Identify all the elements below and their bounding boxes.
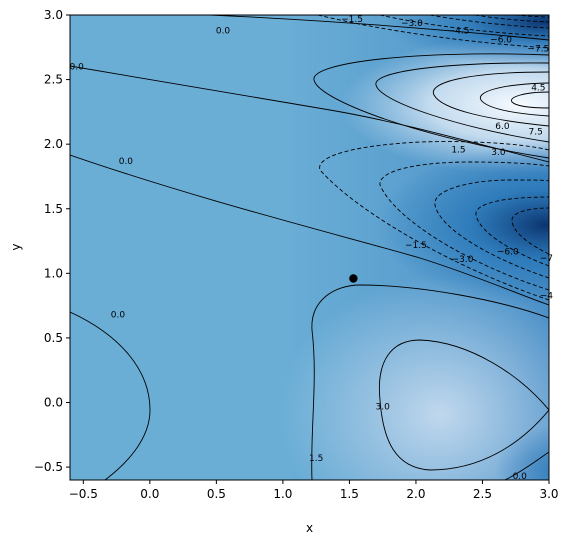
x-tick-label: 2.0 bbox=[406, 487, 425, 501]
x-axis-label: x bbox=[306, 521, 313, 535]
contour-lines bbox=[70, 15, 549, 480]
contour-label: −6.0 bbox=[497, 247, 519, 257]
x-axis: −0.5 0.0 0.5 1.0 1.5 2.0 2.5 3.0 bbox=[69, 480, 559, 501]
y-tick-label: 0.5 bbox=[44, 331, 63, 345]
contour-line-neg-top-1 bbox=[317, 15, 549, 49]
contour-line-pos-upper-3 bbox=[432, 71, 549, 127]
y-tick-label: 2.5 bbox=[44, 73, 63, 87]
contour-label: 6.0 bbox=[495, 122, 510, 132]
contour-line-neg-mid-2 bbox=[379, 161, 549, 291]
contour-label: −3.0 bbox=[401, 19, 423, 29]
contour-label: −7.5 bbox=[527, 45, 549, 55]
contour-labels: 0.0 0.0 0.0 0.0 0.0 −1.5 −3.0 −4.5 −6.0 −7.5 4.5 6.… bbox=[69, 15, 553, 482]
contour-label: 0.0 bbox=[513, 472, 528, 482]
contour-label: 0.0 bbox=[216, 27, 231, 37]
contour-label: 0.0 bbox=[111, 311, 126, 321]
contour-line-neg-top-4 bbox=[474, 15, 549, 23]
contour-label: 1.5 bbox=[451, 145, 465, 155]
field-positive-lower bbox=[280, 275, 549, 480]
contour-label: 3.0 bbox=[491, 148, 506, 158]
x-tick-label: 1.0 bbox=[273, 487, 292, 501]
contour-line-pos-upper-1 bbox=[313, 53, 549, 159]
x-tick-label: 0.5 bbox=[207, 487, 226, 501]
contour-label: 4.5 bbox=[531, 83, 545, 93]
x-tick-label: 0.0 bbox=[140, 487, 159, 501]
contour-label: −1.5 bbox=[405, 241, 427, 251]
contour-line-pos-lower-2 bbox=[378, 339, 549, 471]
contour-label: 3.0 bbox=[376, 402, 391, 412]
y-tick-label: 3.0 bbox=[44, 8, 63, 22]
plot-area: 0.0 0.0 0.0 0.0 0.0 −1.5 −3.0 −4.5 −6.0 −7.5 4.5 6.… bbox=[69, 14, 553, 482]
contour-label: −7 bbox=[540, 254, 553, 264]
y-axis-label: y bbox=[9, 243, 23, 250]
markers bbox=[349, 274, 358, 283]
contour-line-neg-mid-4 bbox=[475, 196, 549, 267]
contour-line-0-left bbox=[70, 311, 151, 480]
contour-label: 0.0 bbox=[69, 63, 84, 73]
y-tick-label: 0.0 bbox=[44, 396, 63, 410]
y-tick-label: 1.0 bbox=[44, 266, 63, 280]
field-negative-corner bbox=[495, 425, 549, 480]
contour-line-0-upper bbox=[70, 65, 549, 163]
contour-label: −3.0 bbox=[452, 255, 474, 265]
plot-frame bbox=[69, 14, 550, 481]
y-tick-label: −0.5 bbox=[34, 460, 63, 474]
x-tick-label: 3.0 bbox=[539, 487, 558, 501]
x-tick-label: 2.5 bbox=[473, 487, 492, 501]
contour-line-neg-mid-3 bbox=[434, 179, 549, 279]
y-axis: −0.5 0.0 0.5 1.0 1.5 2.0 2.5 3.0 bbox=[34, 8, 70, 474]
contour-label: 1.5 bbox=[309, 454, 323, 464]
contour-label: −4 bbox=[540, 291, 554, 301]
contour-line-0-corner bbox=[504, 451, 549, 480]
field-negative-middle bbox=[375, 145, 549, 305]
x-tick-label: −0.5 bbox=[69, 487, 98, 501]
field-positive-upper bbox=[340, 35, 549, 175]
contour-line-pos-upper-2 bbox=[375, 62, 549, 143]
contour-label: −1.5 bbox=[341, 15, 363, 25]
contour-line-0-top bbox=[209, 15, 549, 41]
x-tick-label: 1.5 bbox=[340, 487, 359, 501]
contour-line-neg-top-3 bbox=[429, 15, 549, 29]
contour-label: −6.0 bbox=[490, 36, 512, 46]
contour-line-neg-mid-5 bbox=[511, 207, 549, 255]
contour-line-pos-upper-5 bbox=[511, 91, 549, 109]
contour-label: 0.0 bbox=[119, 157, 134, 167]
y-tick-label: 2.0 bbox=[44, 137, 63, 151]
contour-line-pos-upper-4 bbox=[479, 82, 549, 117]
contour-line-neg-mid-1 bbox=[319, 141, 549, 301]
marker-point bbox=[349, 274, 358, 283]
contour-label: 7.5 bbox=[529, 127, 543, 137]
contour-label: −4.5 bbox=[448, 27, 470, 37]
y-tick-label: 1.5 bbox=[44, 202, 63, 216]
contour-line-pos-lower-1 bbox=[311, 284, 549, 480]
contour-line-0-middle bbox=[70, 154, 549, 306]
